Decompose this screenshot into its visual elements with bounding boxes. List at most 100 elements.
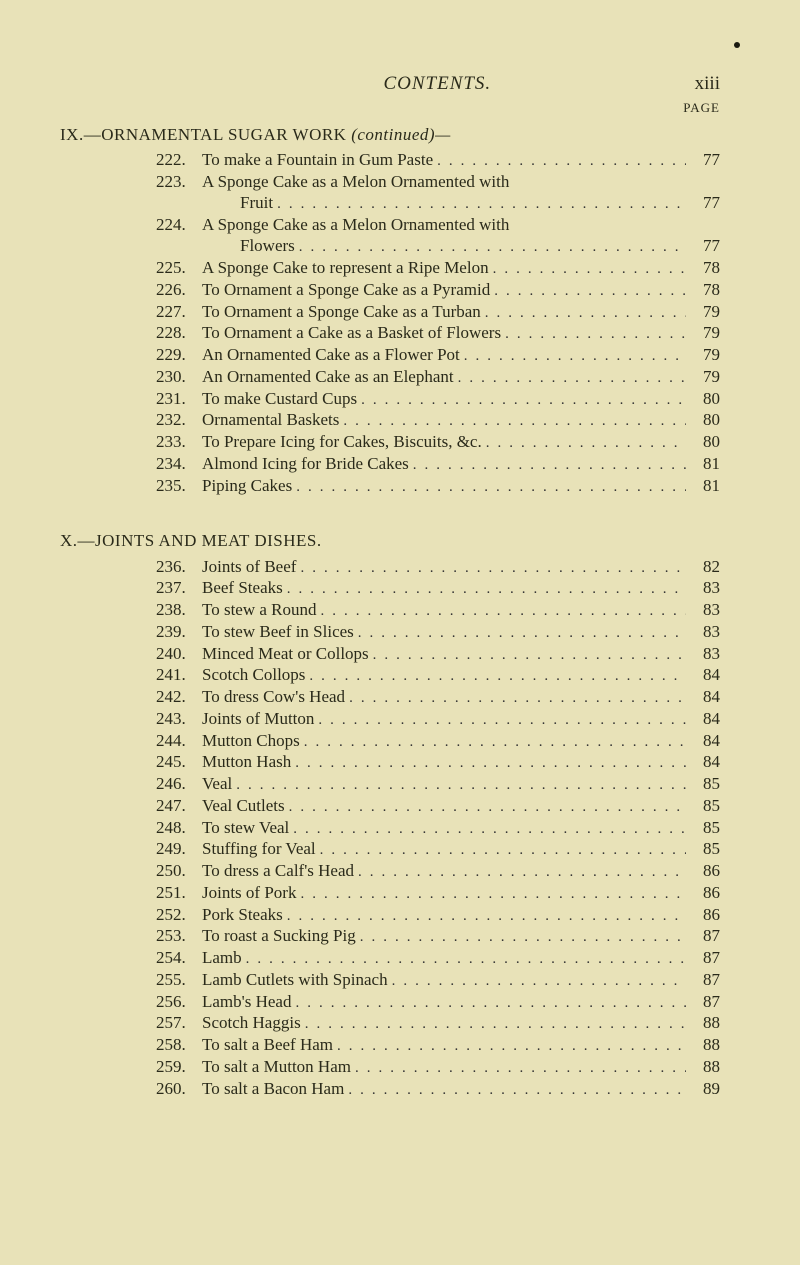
dot-leader: ........................................…	[299, 238, 686, 257]
entry-title-continuation: Fruit	[240, 192, 277, 213]
entry-page: 85	[686, 838, 720, 859]
entry-page: 86	[686, 904, 720, 925]
toc-entry: 243.Joints of Mutton....................…	[156, 708, 720, 730]
entry-page: 87	[686, 925, 720, 946]
entry-page: 83	[686, 599, 720, 620]
entry-title: Beef Steaks	[202, 577, 287, 598]
entry-title: Pork Steaks	[202, 904, 287, 925]
entry-page: 80	[686, 388, 720, 409]
dot-leader: ........................................…	[320, 841, 686, 860]
entry-title: To Ornament a Cake as a Basket of Flower…	[202, 322, 505, 343]
entry-title: Veal Cutlets	[202, 795, 289, 816]
toc-entry: 239.To stew Beef in Slices..............…	[156, 621, 720, 643]
entry-title: Scotch Collops	[202, 664, 309, 685]
toc-entry: 244.Mutton Chops........................…	[156, 730, 720, 752]
running-head: CONTENTS.	[180, 72, 695, 96]
dot-leader: ........................................…	[304, 733, 686, 752]
entry-number: 241.	[156, 664, 202, 685]
dot-leader: ........................................…	[413, 456, 686, 475]
toc-entry: 255.Lamb Cutlets with Spinach...........…	[156, 969, 720, 991]
entry-number: 240.	[156, 643, 202, 664]
dot-leader: ........................................…	[296, 478, 686, 497]
toc-entry: 256.Lamb's Head.........................…	[156, 991, 720, 1013]
entry-number: 253.	[156, 925, 202, 946]
toc-entry: 246.Veal................................…	[156, 773, 720, 795]
entry-number: 231.	[156, 388, 202, 409]
entry-title: Piping Cakes	[202, 475, 296, 496]
section-heading: X.—JOINTS AND MEAT DISHES.	[60, 530, 720, 551]
dot-leader: ........................................…	[293, 820, 686, 839]
entry-page: 85	[686, 773, 720, 794]
entry-number: 254.	[156, 947, 202, 968]
dot-leader: ........................................…	[337, 1037, 686, 1056]
entry-page: 79	[686, 366, 720, 387]
entry-page: 79	[686, 301, 720, 322]
entry-number: 239.	[156, 621, 202, 642]
entry-number: 252.	[156, 904, 202, 925]
entry-number: 248.	[156, 817, 202, 838]
entry-number: 223.	[156, 171, 202, 192]
entry-number: 251.	[156, 882, 202, 903]
toc-entry: 233.To Prepare Icing for Cakes, Biscuits…	[156, 431, 720, 453]
entry-page: 84	[686, 686, 720, 707]
entry-number: 245.	[156, 751, 202, 772]
toc-entry: 223.A Sponge Cake as a Melon Ornamented …	[156, 171, 720, 192]
contents-page: CONTENTS. xiii PAGE IX.—ORNAMENTAL SUGAR…	[0, 0, 800, 1265]
dot-leader: ........................................…	[464, 347, 686, 366]
entry-number: 226.	[156, 279, 202, 300]
entry-title: To stew a Round	[202, 599, 321, 620]
dot-leader: ........................................…	[287, 580, 686, 599]
toc-entry: 247.Veal Cutlets........................…	[156, 795, 720, 817]
entry-page: 83	[686, 577, 720, 598]
section-number: IX.—	[60, 125, 101, 144]
entry-number: 257.	[156, 1012, 202, 1033]
toc-entry: 252.Pork Steaks.........................…	[156, 904, 720, 926]
entry-title: Stuffing for Veal	[202, 838, 320, 859]
dot-leader: ........................................…	[355, 1059, 686, 1078]
entry-page: 84	[686, 730, 720, 751]
entry-number: 255.	[156, 969, 202, 990]
entry-page: 83	[686, 643, 720, 664]
entry-number: 230.	[156, 366, 202, 387]
entry-title: To roast a Sucking Pig	[202, 925, 360, 946]
toc-entry: 226.To Ornament a Sponge Cake as a Pyram…	[156, 279, 720, 301]
sections-container: IX.—ORNAMENTAL SUGAR WORK (continued)—22…	[120, 124, 720, 1099]
dot-leader: ........................................…	[289, 798, 686, 817]
entry-page: 87	[686, 991, 720, 1012]
entry-title: To Ornament a Sponge Cake as a Turban	[202, 301, 485, 322]
entry-number: 258.	[156, 1034, 202, 1055]
entry-number: 235.	[156, 475, 202, 496]
toc-entry: 225.A Sponge Cake to represent a Ripe Me…	[156, 257, 720, 279]
entry-title: Scotch Haggis	[202, 1012, 305, 1033]
dot-leader: ........................................…	[348, 1081, 686, 1100]
entry-page: 79	[686, 344, 720, 365]
entry-page: 86	[686, 860, 720, 881]
entry-page: 88	[686, 1034, 720, 1055]
header-row: CONTENTS. xiii	[120, 72, 720, 96]
dot-leader: ........................................…	[485, 304, 686, 323]
dot-leader: ........................................…	[358, 624, 686, 643]
dot-leader: ........................................…	[343, 412, 686, 431]
entry-title: To Ornament a Sponge Cake as a Pyramid	[202, 279, 494, 300]
toc-entry: 260.To salt a Bacon Ham.................…	[156, 1078, 720, 1100]
entry-page: 80	[686, 409, 720, 430]
dot-leader: ........................................…	[295, 994, 686, 1013]
entry-title: To make a Fountain in Gum Paste	[202, 149, 437, 170]
dot-leader: ........................................…	[494, 282, 686, 301]
entry-title: To Prepare Icing for Cakes, Biscuits, &c…	[202, 431, 486, 452]
entry-title: Minced Meat or Collops	[202, 643, 373, 664]
entry-page: 77	[686, 192, 720, 213]
dot-leader: ........................................…	[358, 863, 686, 882]
toc-entry: 222.To make a Fountain in Gum Paste.....…	[156, 149, 720, 171]
toc-entry: 238.To stew a Round.....................…	[156, 599, 720, 621]
entry-number: 247.	[156, 795, 202, 816]
toc-entry: 230.An Ornamented Cake as an Elephant...…	[156, 366, 720, 388]
entry-page: 81	[686, 453, 720, 474]
entry-page: 79	[686, 322, 720, 343]
entry-number: 225.	[156, 257, 202, 278]
entry-title: To salt a Mutton Ham	[202, 1056, 355, 1077]
entry-title: To dress Cow's Head	[202, 686, 349, 707]
toc-entry: 248.To stew Veal........................…	[156, 817, 720, 839]
dot-leader: ........................................…	[360, 928, 686, 947]
entry-number: 234.	[156, 453, 202, 474]
